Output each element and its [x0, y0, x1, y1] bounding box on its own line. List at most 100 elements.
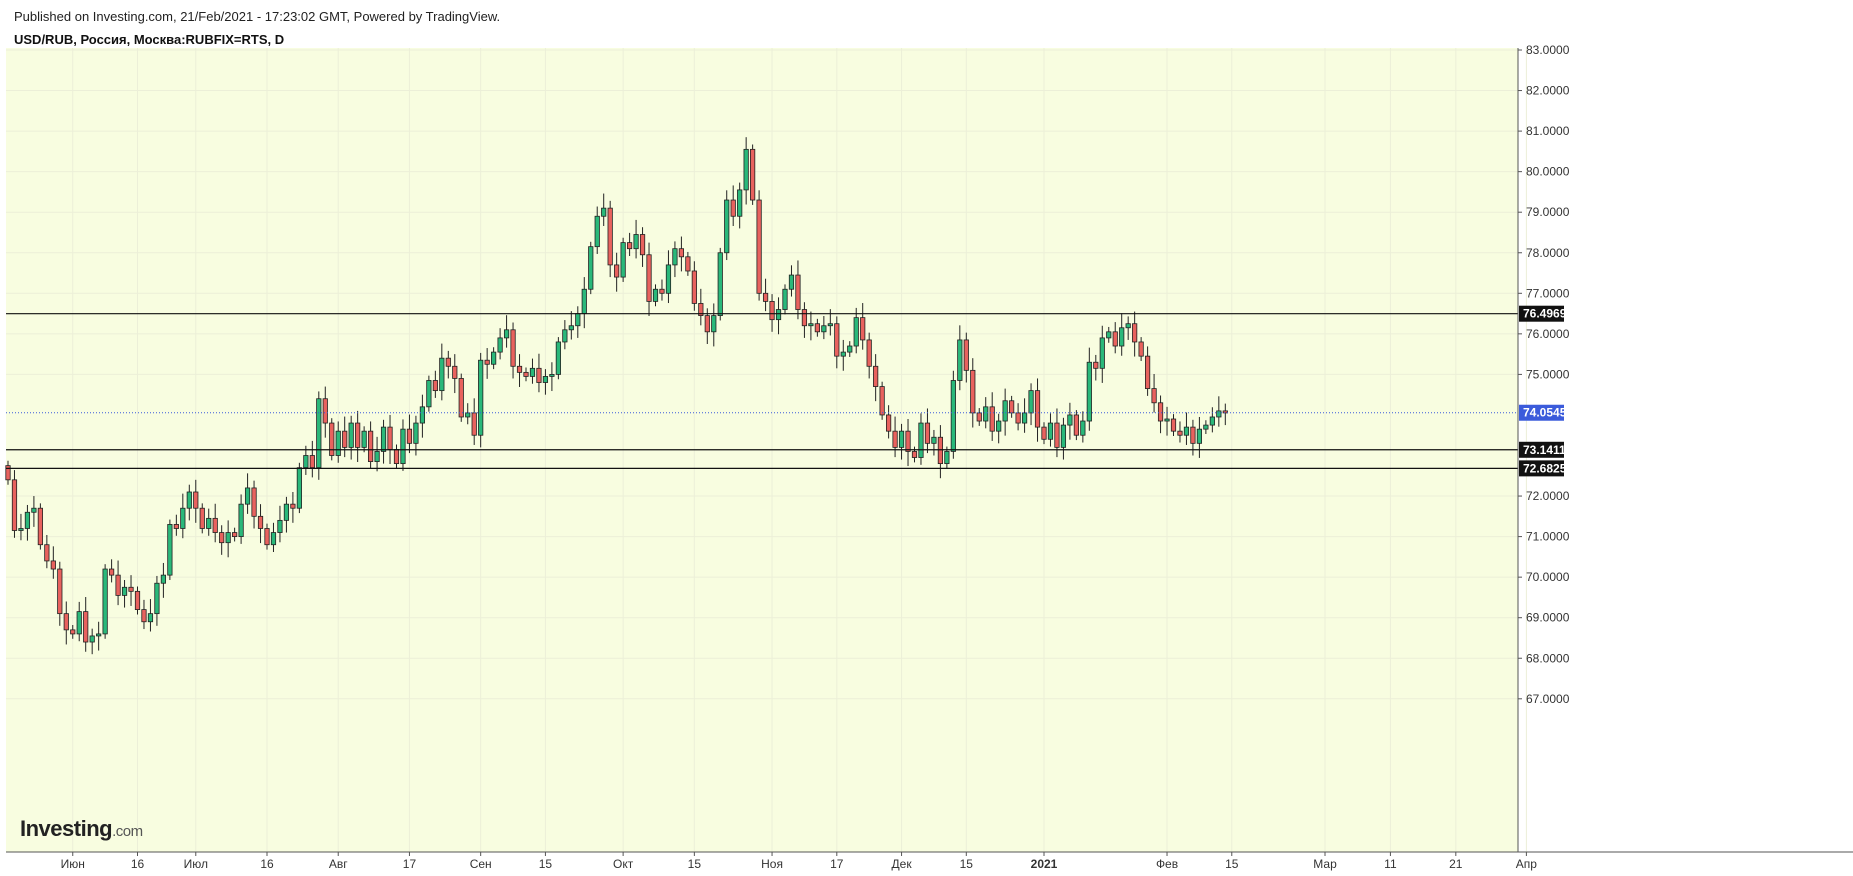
candle-body-down	[860, 317, 866, 341]
candle-body-up	[186, 491, 192, 509]
candle	[976, 408, 982, 426]
candle	[924, 408, 931, 454]
candle	[937, 425, 944, 479]
candle-body-down	[756, 199, 762, 294]
candle-body-down	[471, 412, 477, 436]
candle-body-down	[232, 532, 238, 537]
candle	[452, 354, 458, 394]
candle-body-up	[1002, 400, 1008, 422]
candle-body-down	[1041, 426, 1047, 440]
candle-body-up	[1067, 414, 1073, 426]
candle-body-down	[1054, 422, 1060, 448]
candle	[847, 341, 853, 357]
candle-body-up	[1203, 424, 1209, 430]
candle-body-down	[257, 515, 264, 529]
candle	[484, 348, 490, 379]
candle-body-up	[788, 274, 795, 290]
candle-body-down	[63, 613, 69, 631]
candle-body-down	[264, 528, 270, 546]
candle	[607, 200, 613, 278]
candle	[685, 251, 691, 276]
candle	[898, 423, 905, 460]
candle-body-up	[167, 524, 173, 576]
candle	[821, 316, 827, 340]
candle	[374, 436, 380, 472]
candle	[782, 284, 788, 315]
candle	[316, 391, 322, 480]
candle	[419, 394, 426, 438]
candle-body-down	[387, 426, 393, 450]
candle	[918, 413, 924, 465]
candle	[775, 297, 782, 335]
candle	[931, 429, 937, 456]
level-tag-label: 72.6825	[1523, 461, 1567, 475]
candle-body-up	[1125, 323, 1131, 329]
candle-body-up	[76, 611, 82, 635]
candle-body-down	[445, 357, 451, 367]
candle	[814, 318, 820, 337]
candle-body-up	[549, 373, 555, 377]
candle	[1002, 388, 1008, 436]
candle-body-up	[581, 288, 587, 314]
candle	[523, 367, 529, 382]
candle-body-up	[238, 503, 244, 538]
candle-body-up	[840, 351, 846, 357]
candle-body-up	[121, 586, 128, 596]
candle	[646, 242, 652, 317]
x-tick-label: 15	[1225, 857, 1239, 871]
candle	[432, 370, 438, 398]
candle	[1216, 396, 1222, 427]
x-tick-label: 21	[1449, 857, 1463, 871]
candle-body-down	[989, 406, 995, 432]
candle-body-down	[627, 242, 633, 250]
candle-body-down	[963, 339, 969, 371]
candle-body-down	[1151, 388, 1157, 404]
candle	[1067, 402, 1073, 440]
candle-body-down	[367, 430, 374, 462]
candle-body-up	[983, 406, 989, 422]
x-tick-label: Окт	[613, 857, 634, 871]
candle-body-down	[1177, 430, 1183, 436]
candle	[834, 316, 840, 369]
x-tick-label: Апр	[1516, 857, 1538, 871]
candle-body-up	[827, 323, 833, 327]
candle	[361, 426, 367, 453]
candle	[886, 405, 892, 439]
candle-body-up	[717, 252, 723, 317]
candle-body-up	[555, 341, 561, 375]
candle-body-up	[665, 264, 672, 294]
candle	[633, 219, 639, 259]
candle-body-down	[173, 524, 179, 529]
candle	[594, 206, 600, 254]
candle-body-down	[355, 422, 361, 448]
candle-body-up	[1099, 337, 1105, 369]
candle	[96, 621, 102, 651]
candle	[652, 284, 659, 307]
candle	[134, 586, 141, 615]
candle-body-up	[594, 215, 600, 248]
candle-body-down	[134, 590, 141, 610]
candle	[193, 479, 199, 523]
current-price-tag-label: 74.0545	[1523, 406, 1567, 420]
candle	[478, 352, 484, 448]
candle-body-down	[342, 430, 348, 448]
candle	[76, 601, 82, 642]
x-tick-label: Ноя	[761, 857, 783, 871]
candle-body-up	[1028, 390, 1034, 414]
candle	[180, 493, 186, 539]
candle	[808, 311, 814, 341]
candle	[737, 182, 743, 229]
candle	[63, 601, 69, 645]
price-tags: 76.4969 73.1411 72.6825 74.0545	[1519, 305, 1567, 477]
candle	[1170, 414, 1177, 437]
candle-body-down	[406, 428, 413, 444]
candle-body-up	[277, 519, 283, 533]
candle-body-down	[685, 256, 691, 272]
candle	[562, 320, 568, 350]
y-tick-label: 72.0000	[1526, 489, 1570, 503]
candle-body-up	[847, 345, 853, 353]
candle-body-up	[335, 430, 341, 456]
candle-body-up	[1086, 361, 1092, 422]
candle	[750, 144, 756, 205]
